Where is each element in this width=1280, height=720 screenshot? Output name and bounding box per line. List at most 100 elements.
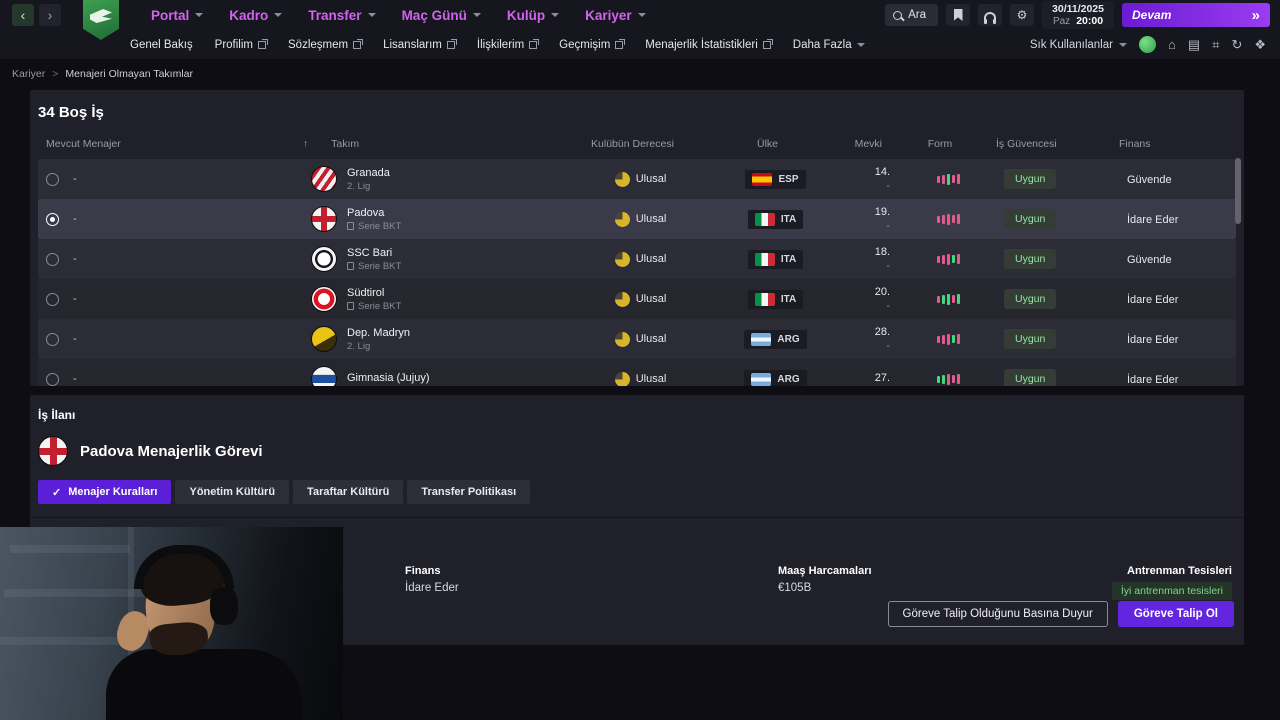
headset-icon [984,12,997,24]
team-name[interactable]: Granada [347,166,390,179]
subnav-profilim[interactable]: Profilim [214,38,268,51]
team-name[interactable]: Padova [347,206,385,219]
club-rating-icon [614,171,630,187]
tab-label: Yönetim Kültürü [189,486,276,498]
team-league: 2. Lig [347,181,390,192]
form-bar [936,295,940,303]
form-bar [946,333,950,345]
table-row[interactable]: - Padova Serie BKT Ulusal ITA 19. [38,199,1236,239]
back-button[interactable]: ‹ [12,4,34,26]
tab-transfer-politikasi[interactable]: ✓Transfer Politikası [407,480,531,504]
bookmark-button[interactable] [946,4,971,26]
scrollbar-thumb[interactable] [1235,158,1241,224]
col-header-team[interactable]: ↑ Takım [285,138,560,150]
job-security-badge: Uygun [1004,289,1057,309]
subnav-genel-bakis[interactable]: Genel Bakış [130,39,193,51]
form-bar [946,373,950,385]
search-button[interactable]: Ara [885,4,939,26]
announce-interest-button[interactable]: Göreve Talip Olduğunu Basına Duyur [887,601,1108,627]
external-link-icon [529,38,540,49]
sync-icon[interactable]: ↻ [1231,37,1243,52]
table-row[interactable]: - Gimnasia (Jujuy) Ulusal ARG 27 [38,359,1236,386]
col-header-country[interactable]: Ülke [756,138,778,150]
col-header-finance[interactable]: Finans [1119,138,1151,150]
form-bar [956,334,960,344]
breadcrumb-parent[interactable]: Kariyer [12,68,46,80]
menu-label: Kulüp [506,7,546,23]
home-icon[interactable]: ⌂ [1167,37,1176,52]
team-logo [311,166,337,192]
team-name[interactable]: Gimnasia (Jujuy) [347,372,430,384]
row-radio[interactable] [46,252,59,266]
background-shelf [10,545,130,553]
menu-mac-gunu[interactable]: Maç Günü [402,8,481,23]
subnav-iliskilerim[interactable]: İlişkilerim [477,38,540,51]
form-bar [956,214,960,224]
chevron-down-icon [551,13,560,17]
team-name[interactable]: SSC Bari [347,246,393,259]
subnav-daha-fazla[interactable]: Daha Fazla [793,39,865,51]
league-position: 18. [874,246,890,258]
favorites-dropdown[interactable]: Sık Kullanılanlar [1030,39,1127,51]
table-row[interactable]: - SSC Bari Serie BKT Ulusal ITA 1 [38,239,1236,279]
external-link-icon [446,38,457,49]
game-time: 20:00 [1076,15,1104,27]
subnav-label: Genel Bakış [130,38,193,51]
row-radio[interactable] [46,172,59,186]
col-header-security[interactable]: İş Güvencesi [996,138,1057,150]
row-radio[interactable] [46,372,59,386]
menu-portal[interactable]: Portal [151,8,204,23]
team-league: 2. Lig [347,341,410,352]
tab-taraftar-kulturu[interactable]: ✓Taraftar Kültürü [293,480,404,504]
row-radio[interactable] [46,212,59,226]
panels-icon[interactable]: ▤ [1187,37,1201,52]
team-name[interactable]: Südtirol [347,286,385,299]
table-scrollbar[interactable] [1235,154,1241,376]
subnav-menajerlik-istatistikleri[interactable]: Menajerlik İstatistikleri [645,38,773,51]
subnav-gecmisim[interactable]: Geçmişim [559,38,626,51]
social-icon[interactable] [1138,36,1156,53]
subnav-label: Profilim [214,38,253,51]
row-radio[interactable] [46,332,59,346]
form-bar [941,254,945,264]
tab-yonetim-kulturu[interactable]: ✓Yönetim Kültürü [175,480,290,504]
col-header-rating[interactable]: Kulübün Derecesi [591,138,674,150]
external-link-icon [615,38,626,49]
continue-button[interactable]: Devam » [1122,3,1270,27]
apply-button[interactable]: Göreve Talip Ol [1117,601,1234,627]
menu-kulup[interactable]: Kulüp [506,7,560,23]
club-rating-icon [614,291,630,307]
form-bar [946,253,950,265]
col-header-manager[interactable]: Mevcut Menajer [46,138,121,150]
tab-menajer-kurallari[interactable]: ✓ Menajer Kuralları [38,480,172,504]
subnav-lisanslarim[interactable]: Lisanslarım [383,38,457,51]
audio-button[interactable] [978,4,1003,26]
form-bar [941,214,945,224]
league-icon [347,302,354,310]
country-flag-icon [754,292,775,306]
menu-kariyer[interactable]: Kariyer [585,8,646,23]
job-security-badge: Uygun [1004,169,1057,189]
table-row[interactable]: - Dep. Madryn 2. Lig Ulusal ARG 2 [38,319,1236,359]
hierarchy-icon[interactable]: ⌗ [1212,37,1220,52]
col-header-form[interactable]: Form [927,138,953,150]
country-pill: ARG [744,369,807,386]
menu-kadro[interactable]: Kadro [229,8,283,23]
table-row[interactable]: - Südtirol Serie BKT Ulusal ITA 2 [38,279,1236,319]
date-widget[interactable]: 30/11/2025 Paz 20:00 [1042,1,1114,29]
team-name[interactable]: Dep. Madryn [347,326,410,339]
club-rating-icon [614,371,630,386]
menu-transfer[interactable]: Transfer [308,8,376,23]
gear-icon: ⚙ [1016,8,1028,22]
search-icon [893,10,903,20]
chevron-down-icon [856,42,865,47]
col-header-position[interactable]: Mevki [854,138,882,150]
award-icon[interactable]: ❖ [1254,37,1266,52]
row-radio[interactable] [46,292,59,306]
team-league: Serie BKT [347,221,401,232]
table-row[interactable]: - Granada 2. Lig Ulusal ESP 14. [38,159,1236,199]
subnav-sozlesmem[interactable]: Sözleşmem [288,38,364,51]
forward-button[interactable]: › [39,4,61,26]
settings-button[interactable]: ⚙ [1010,4,1035,26]
